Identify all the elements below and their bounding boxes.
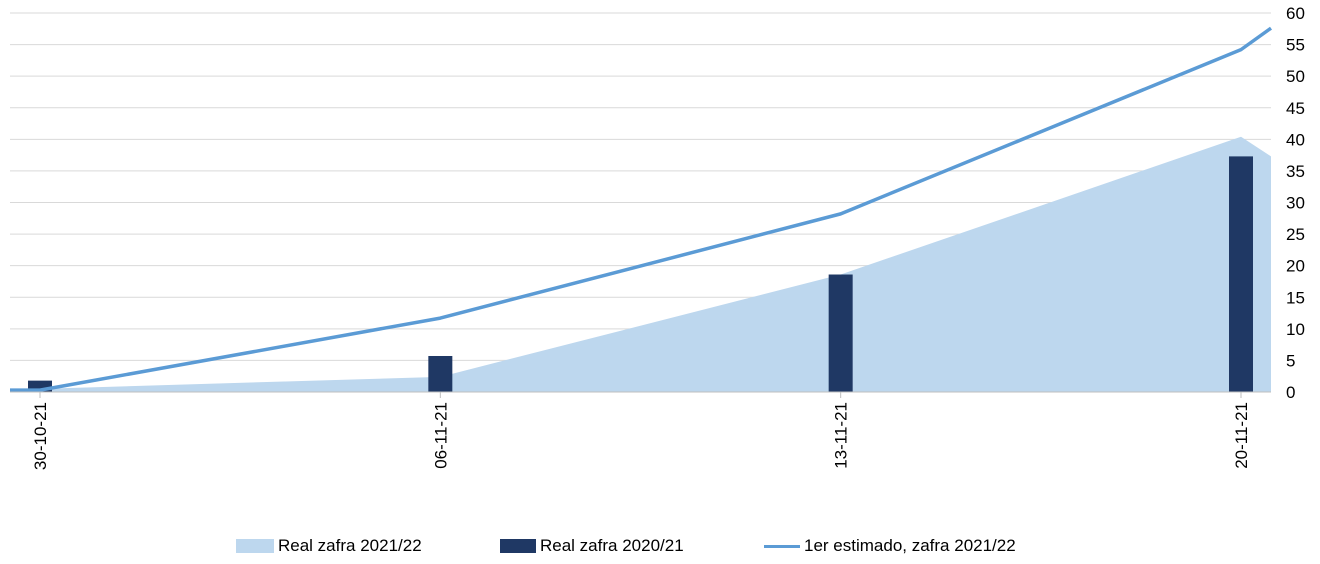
bar-series xyxy=(28,156,1253,392)
axes: 0 5 10 15 20 25 30 35 40 45 50 55 60 30-10-21 06-11-21… xyxy=(10,4,1305,470)
bar-real-zafra-2020-21 xyxy=(1229,156,1253,392)
y-tick-label: 0 xyxy=(1286,383,1295,402)
y-tick-label: 55 xyxy=(1286,36,1305,55)
y-tick-label: 10 xyxy=(1286,320,1305,339)
gridlines xyxy=(10,12,1271,361)
x-tick-label: 06-11-21 xyxy=(431,402,450,469)
y-tick-label: 40 xyxy=(1286,130,1305,149)
bar-real-zafra-2020-21 xyxy=(428,355,453,392)
y-tick-label: 35 xyxy=(1286,162,1305,181)
legend-swatch-line xyxy=(764,544,800,548)
x-tick-label: 30-10-21 xyxy=(31,402,50,470)
y-tick-label: 15 xyxy=(1286,288,1305,307)
line-series xyxy=(10,26,1273,392)
y-tick-label: 5 xyxy=(1286,351,1295,370)
area-real-zafra-2021-22 xyxy=(10,136,1271,392)
legend-item-line: 1er estimado, zafra 2021/22 xyxy=(764,536,1016,556)
legend-item-area: Real zafra 2021/22 xyxy=(236,536,422,556)
legend: Real zafra 2021/22 Real zafra 2020/21 1e… xyxy=(0,536,1320,558)
area-series xyxy=(10,136,1271,392)
y-tick-label: 45 xyxy=(1286,99,1305,118)
legend-item-bar: Real zafra 2020/21 xyxy=(500,536,684,556)
line-1er-estimado xyxy=(10,26,1273,392)
bar-real-zafra-2020-21 xyxy=(28,380,52,392)
legend-swatch-area xyxy=(236,539,274,553)
x-tick-label: 13-11-21 xyxy=(832,402,851,469)
y-tick-label: 25 xyxy=(1286,225,1305,244)
legend-label-line: 1er estimado, zafra 2021/22 xyxy=(804,536,1016,555)
y-tick-label: 30 xyxy=(1286,194,1305,213)
y-tick-label: 60 xyxy=(1286,4,1305,23)
x-tick-label: 20-11-21 xyxy=(1232,402,1251,469)
legend-label-bar: Real zafra 2020/21 xyxy=(540,536,684,555)
y-tick-label: 20 xyxy=(1286,257,1305,276)
bar-real-zafra-2020-21 xyxy=(828,274,853,392)
legend-swatch-bar xyxy=(500,539,536,553)
y-tick-label: 50 xyxy=(1286,67,1305,86)
legend-label-area: Real zafra 2021/22 xyxy=(278,536,422,555)
